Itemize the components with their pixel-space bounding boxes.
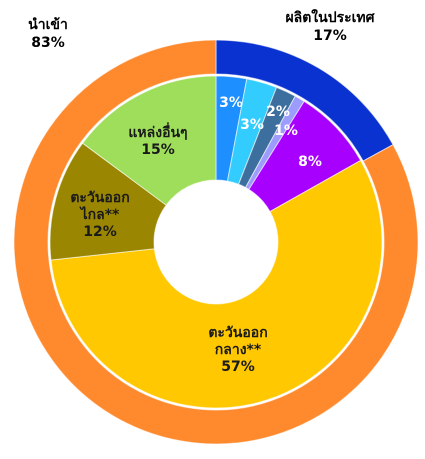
value-label: 57%	[221, 359, 255, 375]
value-label: 8%	[298, 154, 322, 170]
segment-label: แหล่งอื่นๆ	[128, 122, 187, 141]
value-label: 17%	[313, 28, 347, 44]
donut-segment	[81, 75, 217, 206]
segment-label: ตะวันออกกลาง**	[208, 325, 267, 358]
value-label: 2%	[266, 104, 290, 120]
segment-label: นำเข้า	[28, 17, 68, 33]
segment-label: ผลิตในประเทศ	[285, 8, 375, 26]
segment-label: ตะวันออกไกล**	[70, 190, 129, 223]
value-label: 83%	[31, 35, 65, 51]
value-label: 1%	[274, 123, 298, 139]
value-label: 15%	[141, 142, 175, 158]
donut-segment	[50, 159, 383, 409]
value-label: 3%	[240, 117, 264, 133]
value-label: 12%	[83, 224, 117, 240]
value-label: 3%	[219, 95, 243, 111]
donut-segment	[13, 39, 419, 445]
